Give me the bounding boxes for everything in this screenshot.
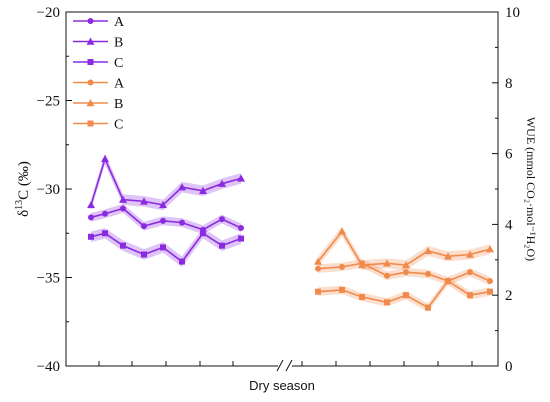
y-right-tick-label: 6	[505, 147, 513, 163]
delta13c-point-b	[218, 179, 226, 187]
delta13c-point-b	[101, 154, 109, 163]
y-left-tick-label: −35	[37, 271, 60, 287]
y-right-tick-label: 4	[505, 217, 513, 233]
y-right-tick-label: 2	[505, 288, 513, 304]
wue-point-b	[358, 261, 366, 269]
delta13c-point-c	[238, 235, 244, 242]
legend-marker-5	[87, 120, 94, 127]
delta13c-point-b	[237, 174, 245, 182]
legend-label-5: C	[114, 118, 123, 133]
wue-point-b	[314, 257, 322, 265]
wue-point-c	[467, 292, 473, 299]
y-right-tick-label: 0	[505, 359, 513, 375]
wue-point-c	[339, 286, 345, 293]
y-left-tick-label: −40	[37, 359, 60, 375]
wue-point-c	[425, 304, 431, 311]
delta13c-point-a	[238, 224, 244, 231]
delta13c-point-c	[88, 233, 94, 240]
wue-point-a	[339, 263, 345, 270]
wue-point-b	[424, 246, 432, 255]
delta13c-point-a	[179, 219, 185, 226]
wue-point-b	[444, 252, 452, 260]
delta13c-band-a	[91, 204, 241, 235]
wue-point-a	[467, 269, 473, 276]
delta13c-point-c	[219, 242, 225, 249]
wue-point-c	[359, 293, 365, 300]
wue-point-c	[315, 288, 321, 295]
wue-point-b	[466, 250, 474, 258]
wue-point-c	[487, 288, 493, 295]
wue-point-a	[425, 270, 431, 277]
delta13c-point-c	[160, 244, 166, 251]
legend-label-2: C	[114, 56, 123, 71]
axis-break-mark	[276, 359, 284, 372]
y-right-tick-label: 10	[505, 5, 520, 21]
plot-frame	[65, 11, 499, 367]
delta13c-point-b	[199, 186, 207, 194]
legend-marker-4	[86, 99, 95, 107]
delta13c-point-a	[120, 205, 126, 212]
x-axis-title: Dry season	[249, 378, 315, 393]
legend-label-3: A	[114, 77, 125, 92]
y-left-tick-label: −30	[37, 182, 60, 198]
delta13c-point-c	[120, 242, 126, 249]
wue-point-b	[383, 259, 391, 267]
y-left-axis-title: δ13C (‰)	[14, 161, 32, 217]
legend-label-1: B	[114, 36, 123, 51]
delta13c-point-b	[119, 195, 127, 203]
legend-marker-2	[87, 59, 94, 65]
wue-point-a	[384, 272, 390, 279]
delta13c-point-c	[179, 258, 185, 265]
wue-point-b	[402, 261, 410, 269]
wue-point-c	[384, 299, 390, 306]
legend-marker-1	[86, 37, 95, 45]
delta13c-point-b	[178, 183, 186, 191]
legend-marker-3	[87, 79, 94, 86]
delta13c-point-a	[88, 214, 94, 221]
y-right-tick-label: 8	[505, 76, 513, 92]
legend-label-4: B	[114, 97, 123, 112]
wue-point-b	[486, 245, 494, 253]
delta13c-point-a	[219, 216, 225, 223]
delta13c-point-b	[140, 197, 148, 205]
delta13c-point-a	[141, 223, 147, 230]
wue-point-a	[403, 269, 409, 276]
delta13c-point-b	[87, 200, 95, 209]
delta13c-band-b	[91, 153, 241, 211]
delta13c-point-c	[102, 230, 108, 237]
axis-break-mark	[285, 359, 293, 372]
legend-label-0: A	[114, 15, 125, 30]
y-right-axis-title: WUE (mmol CO₂·mol⁻¹H₂O)	[524, 117, 538, 261]
delta13c-point-a	[102, 210, 108, 217]
wue-point-a	[487, 278, 493, 285]
delta13c-point-c	[141, 251, 147, 258]
legend-marker-0	[87, 18, 94, 24]
wue-point-a	[315, 265, 321, 272]
wue-point-c	[403, 292, 409, 299]
delta13c-point-c	[200, 230, 206, 237]
delta13c-point-b	[159, 200, 167, 209]
y-left-tick-label: −20	[37, 5, 60, 21]
y-left-tick-label: −25	[37, 94, 60, 110]
delta13c-point-a	[160, 217, 166, 224]
wue-point-c	[445, 278, 451, 285]
wue-point-b	[338, 227, 346, 235]
